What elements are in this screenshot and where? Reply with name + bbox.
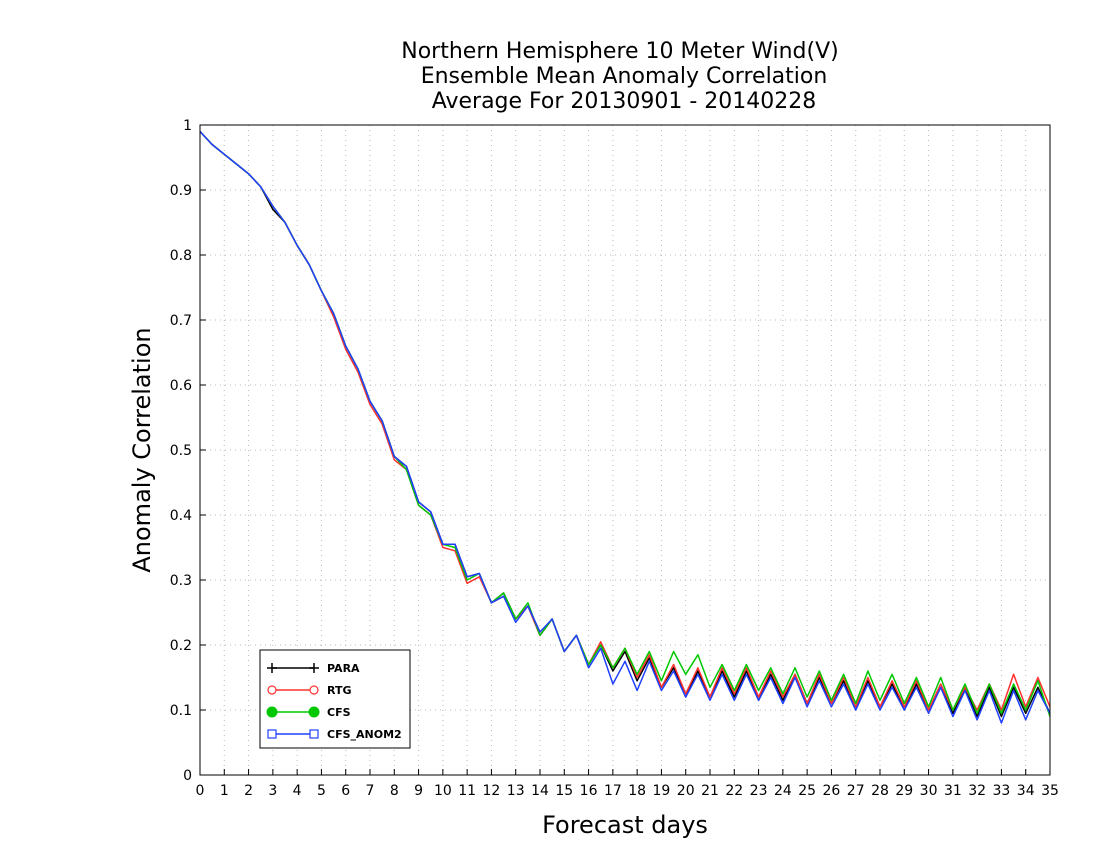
x-tick-label: 2 [244, 783, 253, 799]
legend-marker-para [309, 663, 319, 673]
x-tick-label: 5 [317, 783, 326, 799]
y-tick-label: 1 [183, 118, 192, 134]
y-tick-label: 0.3 [170, 573, 192, 589]
y-tick-label: 0.9 [170, 183, 192, 199]
series-layer [199, 130, 1051, 724]
x-tick-label: 7 [366, 783, 375, 799]
x-tick-label: 12 [483, 783, 501, 799]
x-tick-label: 10 [434, 783, 452, 799]
legend-marker-cfs [266, 706, 278, 718]
chart-title-line-1: Northern Hemisphere 10 Meter Wind(V) [401, 39, 839, 64]
x-tick-label: 33 [993, 783, 1011, 799]
y-tick-label: 0.4 [170, 508, 192, 524]
y-tick-label: 0.8 [170, 248, 192, 264]
x-tick-label: 19 [653, 783, 671, 799]
x-tick-label: 25 [798, 783, 816, 799]
y-tick-label: 0.1 [170, 703, 192, 719]
chart-title-line-3: Average For 20130901 - 20140228 [432, 89, 817, 114]
x-tick-label: 24 [774, 783, 792, 799]
legend-marker-rtg [309, 685, 319, 695]
x-tick-label: 20 [677, 783, 695, 799]
x-tick-label: 3 [268, 783, 277, 799]
grid [200, 125, 1050, 775]
y-tick-label: 0.5 [170, 443, 192, 459]
legend-box [259, 649, 411, 749]
x-tick-label: 1 [220, 783, 229, 799]
legend-marker-cfs_anom2 [309, 729, 319, 739]
legend: PARA RTG CFS CFS_ANOM2 [259, 649, 411, 749]
y-tick-label: 0 [183, 768, 192, 784]
x-tick-label: 34 [1017, 783, 1035, 799]
x-tick-label: 31 [944, 783, 962, 799]
legend-label-cfs_anom2: CFS_ANOM2 [327, 728, 402, 741]
x-tick-label: 8 [390, 783, 399, 799]
y-axis-label: Anomaly Correlation [128, 327, 156, 572]
x-tick-label: 22 [725, 783, 743, 799]
x-axis-label: Forecast days [542, 811, 708, 839]
x-tick-label: 13 [507, 783, 525, 799]
legend-marker-cfs [308, 706, 320, 718]
legend-label-rtg: RTG [327, 684, 352, 697]
x-tick-label: 0 [196, 783, 205, 799]
x-axis-ticks: 0 1 2 3 4 5 6 7 8 9 10 11 12 13 14 15 16 17 18 19 20 21 22 23 24… [196, 769, 1059, 799]
x-tick-label: 30 [920, 783, 938, 799]
series-line-cfs [199, 130, 1051, 717]
series-line-cfs_anom2 [199, 130, 1051, 724]
x-tick-label: 6 [341, 783, 350, 799]
x-tick-label: 15 [555, 783, 573, 799]
x-tick-label: 28 [871, 783, 889, 799]
y-tick-label: 0.2 [170, 638, 192, 654]
x-tick-label: 18 [628, 783, 646, 799]
series-line-para [199, 130, 1051, 718]
x-tick-label: 27 [847, 783, 865, 799]
x-tick-label: 14 [531, 783, 549, 799]
x-tick-label: 23 [750, 783, 768, 799]
legend-marker-rtg [267, 685, 277, 695]
legend-label-para: PARA [327, 662, 360, 675]
legend-marker-cfs_anom2 [267, 729, 277, 739]
x-tick-label: 26 [823, 783, 841, 799]
y-axis-ticks: 0 0.1 0.2 0.3 0.4 0.5 0.6 0.7 0.8 0.9 1 [170, 118, 206, 784]
x-tick-label: 29 [895, 783, 913, 799]
x-tick-label: 16 [580, 783, 598, 799]
y-tick-label: 0.6 [170, 378, 192, 394]
x-tick-label: 35 [1041, 783, 1059, 799]
y-tick-label: 0.7 [170, 313, 192, 329]
legend-label-cfs: CFS [327, 706, 351, 719]
x-tick-label: 4 [293, 783, 302, 799]
legend-marker-para [267, 663, 277, 673]
chart-title-line-2: Ensemble Mean Anomaly Correlation [421, 64, 828, 89]
x-tick-label: 17 [604, 783, 622, 799]
series-line-rtg [199, 130, 1051, 711]
x-tick-label: 21 [701, 783, 719, 799]
x-tick-label: 11 [458, 783, 476, 799]
x-tick-label: 9 [414, 783, 423, 799]
x-tick-label: 32 [968, 783, 986, 799]
